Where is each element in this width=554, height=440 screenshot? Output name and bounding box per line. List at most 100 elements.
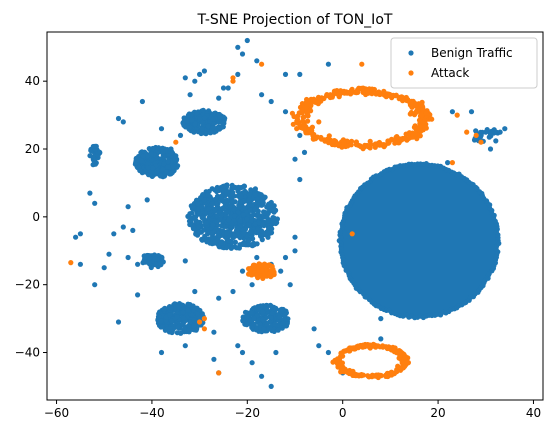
data-point: [179, 302, 185, 308]
data-point: [344, 369, 350, 375]
data-point: [93, 143, 99, 149]
data-point: [198, 130, 204, 137]
data-point: [137, 167, 143, 174]
data-point: [398, 350, 405, 356]
data-point: [202, 130, 208, 136]
data-point: [101, 265, 107, 271]
legend: Benign Traffic Attack: [390, 37, 538, 89]
data-point: [210, 222, 216, 228]
data-point: [120, 119, 126, 125]
data-point: [261, 263, 267, 269]
data-point: [291, 113, 297, 120]
data-point: [194, 110, 200, 116]
data-point: [157, 260, 164, 267]
data-point: [216, 295, 222, 301]
axes-frame: [46, 31, 544, 401]
data-point: [318, 134, 324, 141]
data-point: [139, 158, 145, 164]
data-point: [299, 107, 305, 113]
data-point: [364, 142, 370, 149]
data-point: [165, 158, 171, 165]
data-point: [246, 197, 252, 203]
data-point: [262, 194, 268, 200]
data-point: [201, 68, 207, 74]
data-point: [392, 93, 398, 99]
data-point: [216, 111, 222, 118]
legend-label: Benign Traffic: [431, 46, 513, 60]
data-point: [248, 309, 254, 315]
data-point: [237, 199, 243, 205]
data-point: [135, 292, 141, 298]
data-point: [115, 115, 122, 122]
data-point: [249, 265, 255, 271]
data-point: [413, 109, 419, 116]
data-point: [325, 61, 331, 67]
data-point: [278, 268, 284, 274]
data-point: [282, 312, 288, 318]
data-point: [240, 212, 247, 218]
data-point: [193, 231, 199, 237]
data-point: [238, 193, 244, 199]
data-point: [370, 341, 376, 347]
data-point: [220, 206, 226, 212]
data-point: [205, 206, 212, 212]
data-point: [260, 221, 266, 227]
data-point: [239, 349, 246, 356]
data-point: [240, 230, 247, 237]
data-point: [360, 372, 366, 378]
data-point: [242, 309, 249, 315]
data-point: [144, 153, 151, 159]
data-point: [195, 311, 201, 317]
data-point: [160, 149, 166, 155]
data-point: [239, 268, 246, 274]
data-point: [227, 203, 233, 209]
data-point: [242, 189, 248, 195]
data-point: [182, 75, 188, 81]
data-point: [338, 350, 344, 356]
data-point: [156, 314, 162, 320]
data-point: [265, 229, 271, 235]
data-point: [241, 241, 247, 247]
data-point: [292, 234, 298, 240]
data-point: [198, 195, 204, 201]
data-point: [378, 316, 384, 322]
data-point: [158, 318, 164, 324]
data-point: [216, 95, 222, 101]
data-point: [292, 156, 298, 162]
data-point: [419, 99, 425, 105]
data-point: [214, 219, 220, 225]
data-point: [282, 71, 289, 77]
data-point: [418, 128, 424, 134]
data-point: [394, 139, 400, 145]
data-point: [169, 170, 175, 176]
data-point: [311, 96, 317, 102]
data-point: [408, 100, 414, 106]
data-point: [312, 134, 318, 140]
data-point: [196, 224, 202, 230]
y-tick-label: 0: [32, 210, 40, 224]
data-point: [454, 112, 460, 118]
data-point: [353, 90, 359, 96]
data-point: [347, 346, 353, 352]
legend-label: Attack: [431, 66, 469, 80]
data-point: [168, 146, 174, 152]
data-point: [224, 230, 230, 236]
x-tick-label: 0: [339, 406, 347, 420]
data-point: [378, 336, 384, 342]
data-point: [174, 314, 180, 320]
data-point: [87, 190, 93, 196]
data-point: [449, 160, 455, 166]
data-point: [428, 116, 434, 122]
data-point: [330, 359, 336, 365]
data-point: [235, 343, 241, 349]
data-point: [419, 112, 425, 118]
data-point: [353, 142, 359, 148]
data-point: [174, 330, 180, 336]
data-point: [185, 112, 191, 118]
data-point: [87, 153, 93, 159]
data-point: [261, 210, 268, 216]
data-point: [212, 239, 218, 245]
data-point: [161, 306, 167, 312]
data-point: [239, 51, 246, 57]
